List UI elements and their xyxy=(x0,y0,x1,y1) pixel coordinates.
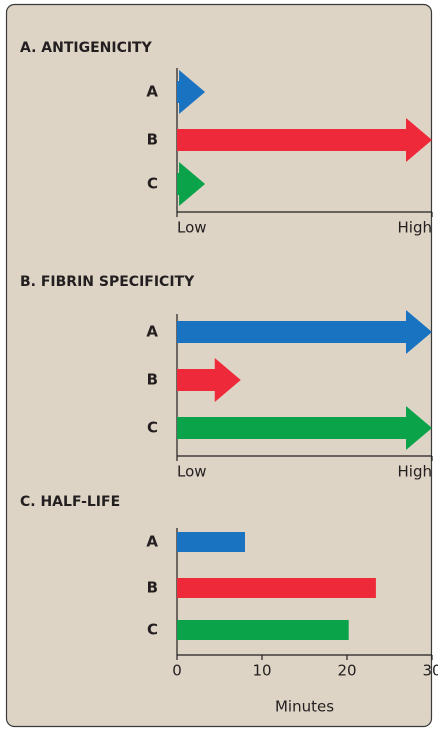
x-axis-label: Minutes xyxy=(275,698,334,716)
bar xyxy=(177,578,376,598)
arrow-bar xyxy=(177,310,432,354)
category-label: B xyxy=(147,131,158,149)
category-label: A xyxy=(146,533,158,551)
category-label: C xyxy=(147,621,158,639)
x-tick-label: High xyxy=(398,463,432,481)
x-tick-label: Low xyxy=(177,219,207,237)
arrow-bar xyxy=(177,118,432,162)
bar xyxy=(177,532,245,552)
arrow-bar xyxy=(177,358,241,402)
arrow-bar xyxy=(177,406,432,450)
arrow-bar xyxy=(177,162,206,206)
category-label: C xyxy=(147,175,158,193)
panel-title: A. ANTIGENICITY xyxy=(20,40,153,56)
x-tick-label: 30 xyxy=(422,662,438,680)
x-tick-label: 0 xyxy=(172,662,182,680)
x-tick-label: 10 xyxy=(252,662,271,680)
x-tick-label: 20 xyxy=(337,662,356,680)
panel-title: C. HALF-LIFE xyxy=(20,494,120,510)
category-label: A xyxy=(146,323,158,341)
category-label: B xyxy=(147,371,158,389)
panel-title: B. FIBRIN SPECIFICITY xyxy=(20,274,195,290)
category-label: B xyxy=(147,579,158,597)
category-label: A xyxy=(146,83,158,101)
x-tick-label: High xyxy=(398,219,432,237)
x-tick-label: Low xyxy=(177,463,207,481)
arrow-bar xyxy=(177,70,206,114)
category-label: C xyxy=(147,419,158,437)
bar xyxy=(177,620,349,640)
